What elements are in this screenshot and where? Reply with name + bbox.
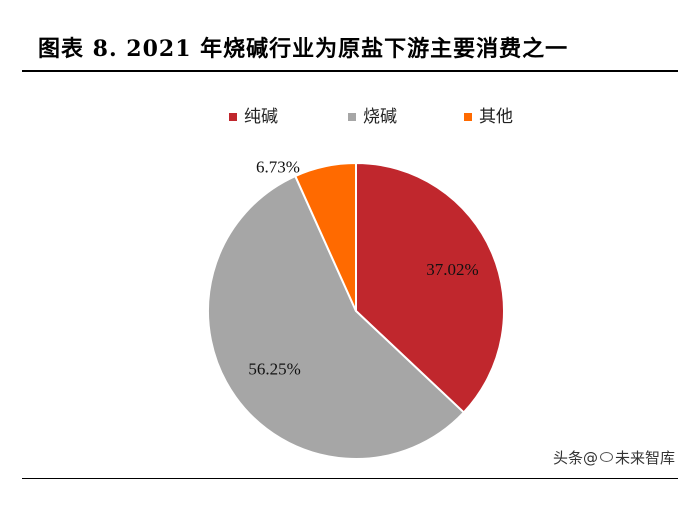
legend-swatch-3 [464, 113, 472, 121]
legend-label-3: 其他 [479, 107, 513, 127]
pie-slice-2 [206, 175, 465, 461]
figure-title: 图表 8. 2021 年烧碱行业为原盐下游主要消费之一 [38, 36, 569, 62]
slice-label-3: 6.73% [256, 158, 300, 177]
watermark-name: 未来智库 [615, 449, 676, 467]
pie-slices [206, 162, 506, 461]
legend-label-2: 烧碱 [363, 107, 397, 127]
watermark-at: @ [583, 449, 599, 467]
legend-swatch-2 [348, 113, 356, 121]
wechat-icon [600, 452, 614, 462]
legend-label-1: 纯碱 [244, 107, 278, 127]
pie-slice-3 [294, 162, 357, 312]
watermark: 头条@ 未来智库 [553, 447, 675, 468]
pie-slice-1 [355, 162, 506, 414]
title-rule [22, 70, 678, 72]
legend-swatch-1 [229, 113, 237, 121]
slice-label-2: 56.25% [248, 360, 300, 379]
chart-legend: 纯碱 烧碱 其他 [229, 107, 513, 127]
slice-label-1: 37.02% [426, 260, 478, 279]
watermark-prefix: 头条 [553, 449, 584, 467]
pie-labels: 37.02% 56.25% 6.73% [248, 158, 478, 379]
bottom-rule [22, 478, 678, 479]
